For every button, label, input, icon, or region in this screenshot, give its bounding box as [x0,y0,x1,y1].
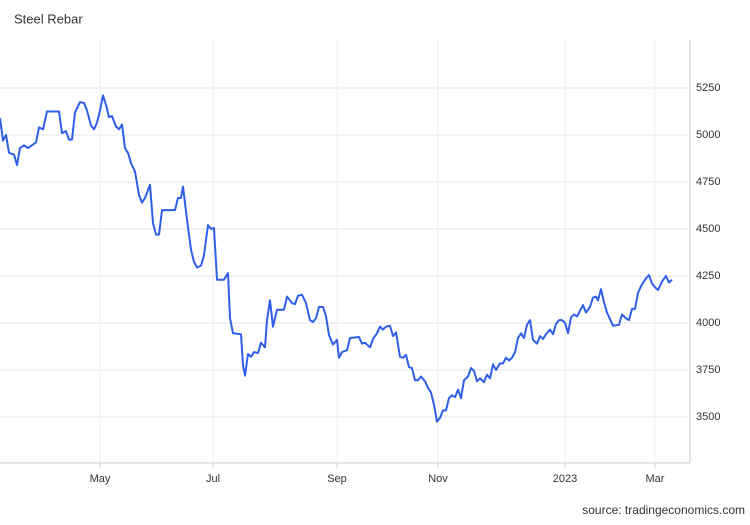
x-tick-label: Jul [206,473,220,485]
chart-title: Steel Rebar [14,11,83,26]
x-tick-label: Mar [646,473,665,485]
y-tick-label: 4000 [696,317,720,329]
x-tick-label: Sep [327,473,347,485]
x-tick-label: Nov [428,473,448,485]
source: source: tradingeconomics.com [582,503,745,517]
data-line [0,94,673,423]
y-tick-label: 5250 [696,82,720,94]
y-tick-label: 4250 [696,270,720,282]
y-tick-label: 4750 [696,176,720,188]
y-tick-label: 3750 [696,364,720,376]
x-tick-label: May [90,473,111,485]
y-tick-label: 3500 [696,411,720,423]
x-tick-label: 2023 [553,473,577,485]
y-tick-label: 5000 [696,129,720,141]
y-tick-label: 4500 [696,223,720,235]
